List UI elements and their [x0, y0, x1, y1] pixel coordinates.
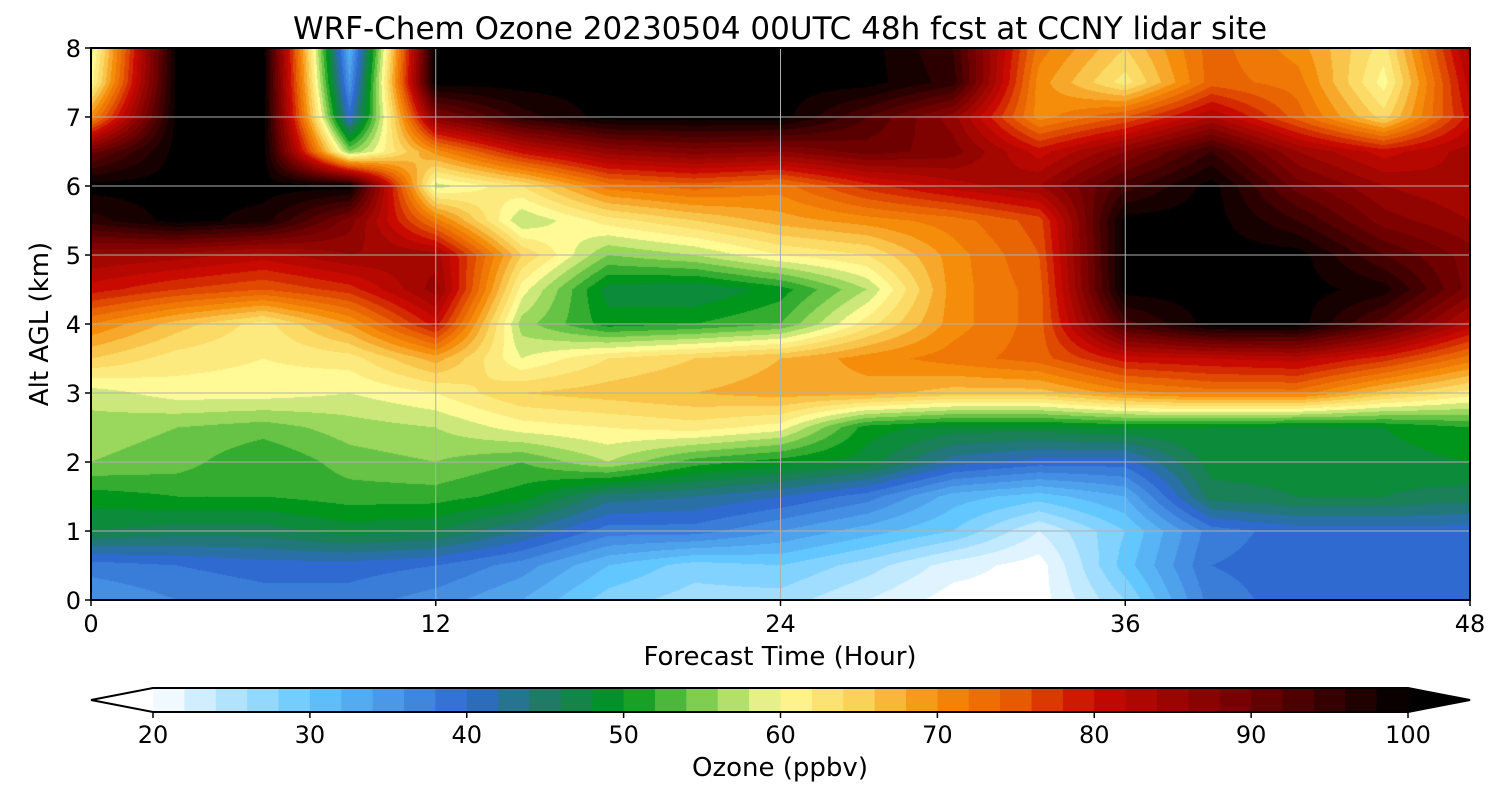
colorbar-tick-label: 80: [1079, 721, 1110, 749]
y-tick-label: 2: [66, 449, 81, 477]
chart-title: WRF-Chem Ozone 20230504 00UTC 48h fcst a…: [293, 11, 1267, 47]
colorbar-segment: [247, 688, 280, 712]
y-tick-label: 6: [66, 173, 81, 201]
x-tick-label: 12: [420, 610, 451, 638]
colorbar-segment: [153, 688, 185, 712]
colorbar-segment: [341, 688, 374, 712]
colorbar-segment: [1313, 688, 1346, 712]
colorbar-tick-label: 70: [922, 721, 953, 749]
colorbar-segment: [1000, 688, 1033, 712]
colorbar-segment: [874, 688, 907, 712]
colorbar-ticks: 20 30 40 50 60 70 80 90 100: [138, 712, 1431, 749]
colorbar-segment: [968, 688, 1001, 712]
colorbar-segment: [184, 688, 217, 712]
colorbar-segment: [906, 688, 938, 712]
colorbar-segment: [780, 688, 813, 712]
colorbar-segment: [1282, 688, 1315, 712]
colorbar-segment: [498, 688, 531, 712]
colorbar-segment: [435, 688, 468, 712]
colorbar-segment: [1157, 688, 1189, 712]
colorbar-segment: [592, 688, 625, 712]
colorbar-segment: [1031, 688, 1064, 712]
colorbar-segment: [529, 688, 562, 712]
y-tick-label: 7: [66, 104, 81, 132]
colorbar-segment: [843, 688, 876, 712]
colorbar-segment: [215, 688, 248, 712]
colorbar-segment: [1125, 688, 1158, 712]
colorbar-tick-label: 100: [1385, 721, 1431, 749]
colorbar-extend-high: [1407, 688, 1470, 712]
colorbar-segment: [1376, 688, 1409, 712]
colorbar-segments: [91, 688, 1470, 712]
colorbar-segment: [404, 688, 436, 712]
y-tick-label: 4: [66, 311, 81, 339]
colorbar-segment: [1062, 688, 1095, 712]
colorbar-segment: [560, 688, 593, 712]
y-tick-label: 3: [66, 380, 81, 408]
grid-lines: [91, 48, 1470, 600]
colorbar-tick-label: 30: [295, 721, 326, 749]
colorbar-tick-label: 50: [608, 721, 639, 749]
colorbar-segment: [372, 688, 405, 712]
colorbar-tick-label: 40: [451, 721, 482, 749]
y-tick-label: 1: [66, 518, 81, 546]
colorbar-segment: [811, 688, 844, 712]
colorbar-segment: [937, 688, 970, 712]
colorbar-segment: [278, 688, 311, 712]
y-tick-label: 5: [66, 242, 81, 270]
colorbar-segment: [1251, 688, 1284, 712]
y-tick-label: 8: [66, 35, 81, 63]
x-tick-label: 48: [1455, 610, 1486, 638]
x-tick-label: 0: [83, 610, 98, 638]
colorbar-tick-label: 60: [765, 721, 796, 749]
colorbar-segment: [717, 688, 750, 712]
colorbar-segment: [1188, 688, 1221, 712]
y-tick-label: 0: [66, 587, 81, 615]
colorbar-segment: [1219, 688, 1252, 712]
colorbar-segment: [1345, 688, 1378, 712]
x-tick-label: 36: [1110, 610, 1141, 638]
colorbar-segment: [623, 688, 656, 712]
colorbar-tick-label: 90: [1236, 721, 1267, 749]
y-axis-label: Alt AGL (km): [25, 242, 55, 406]
colorbar-segment: [655, 688, 687, 712]
colorbar-segment: [466, 688, 499, 712]
y-axis-ticks: 0 1 2 3 4 5 6 7 8: [66, 35, 91, 615]
colorbar-segment: [1094, 688, 1127, 712]
x-tick-label: 24: [765, 610, 796, 638]
x-axis-label: Forecast Time (Hour): [643, 642, 916, 672]
colorbar-extend-low: [91, 688, 154, 712]
colorbar: 20 30 40 50 60 70 80 90 100: [90, 687, 1471, 749]
colorbar-segment: [309, 688, 342, 712]
colorbar-label: Ozone (ppbv): [692, 753, 868, 783]
colorbar-segment: [749, 688, 782, 712]
colorbar-tick-label: 20: [138, 721, 169, 749]
x-axis-ticks: 0 12 24 36 48: [83, 600, 1485, 638]
colorbar-segment: [686, 688, 719, 712]
